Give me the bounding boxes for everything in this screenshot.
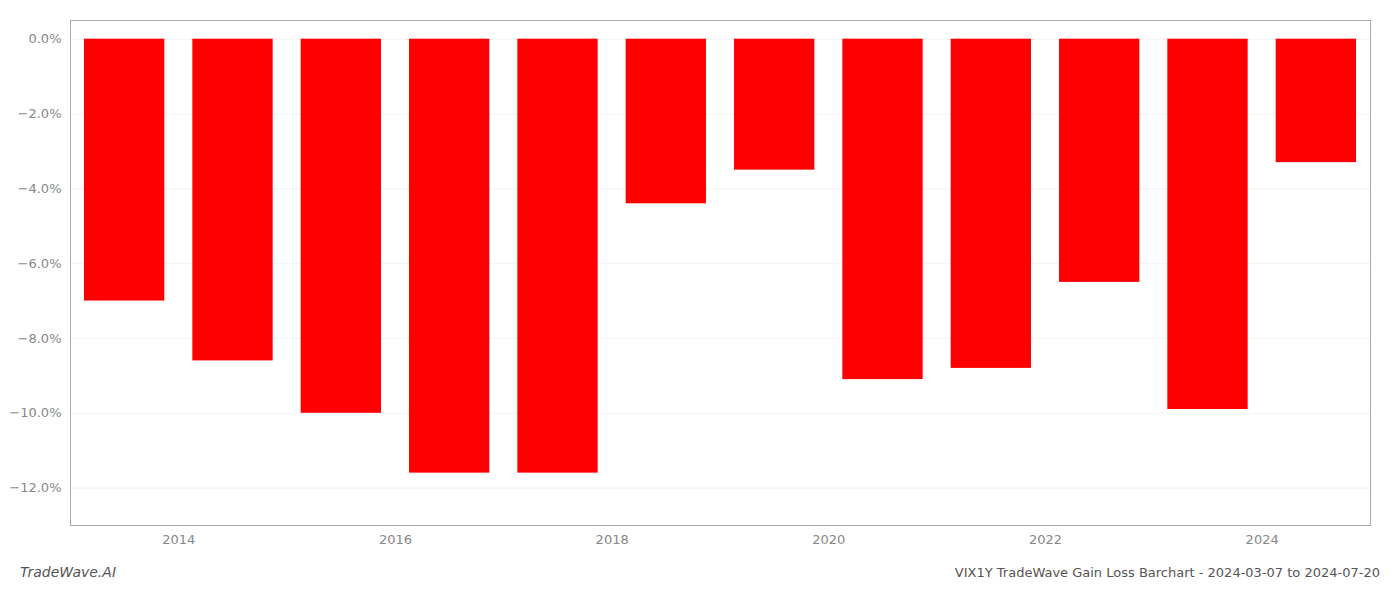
svg-text:2018: 2018 [596,532,629,547]
svg-text:−10.0%: −10.0% [9,405,61,420]
svg-text:2014: 2014 [162,532,195,547]
svg-text:−4.0%: −4.0% [18,181,62,196]
svg-text:2016: 2016 [379,532,412,547]
svg-text:2020: 2020 [812,532,845,547]
html-text:TradeWave.AI: TradeWave.AI [20,564,116,580]
svg-text:−8.0%: −8.0% [18,331,62,346]
svg-text:2022: 2022 [1029,532,1062,547]
svg-text:−2.0%: −2.0% [18,106,62,121]
svg-text:−6.0%: −6.0% [18,256,62,271]
svg-text:0.0%: 0.0% [28,31,61,46]
html-text:VIX1Y TradeWave Gain Loss Barc: VIX1Y TradeWave Gain Loss Barchart - 202… [954,565,1380,580]
svg-text:−12.0%: −12.0% [9,480,61,495]
svg-text:2024: 2024 [1246,532,1279,547]
